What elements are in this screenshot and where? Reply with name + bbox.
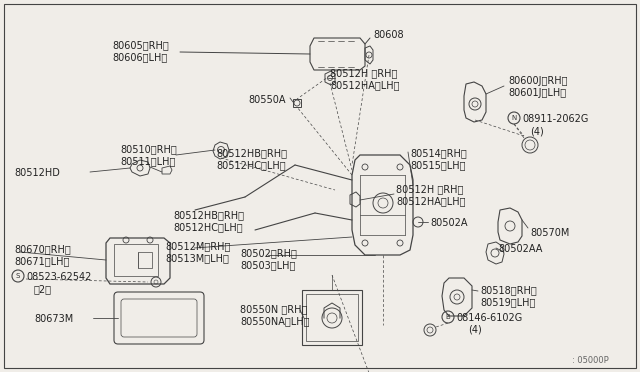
Text: 80512HC〈LH〉: 80512HC〈LH〉 (173, 222, 243, 232)
Text: 80512HA〈LH〉: 80512HA〈LH〉 (330, 80, 399, 90)
Bar (138, 252, 152, 268)
Text: 80608: 80608 (373, 30, 404, 40)
Bar (114, 244, 158, 276)
Text: 80502〈RH〉: 80502〈RH〉 (240, 248, 297, 258)
Text: N: N (511, 115, 516, 121)
Text: 80671〈LH〉: 80671〈LH〉 (14, 256, 69, 266)
Text: 80512HC〈LH〉: 80512HC〈LH〉 (216, 160, 285, 170)
Text: 80502A: 80502A (430, 218, 467, 228)
Text: 80601J〈LH〉: 80601J〈LH〉 (508, 88, 566, 98)
Bar (302, 290, 362, 345)
Text: 80606〈LH〉: 80606〈LH〉 (112, 52, 167, 62)
Text: 80673M: 80673M (34, 314, 73, 324)
Text: 80512HA〈LH〉: 80512HA〈LH〉 (396, 196, 465, 206)
Text: 〲2〳: 〲2〳 (34, 284, 52, 294)
Text: 80503〈LH〉: 80503〈LH〉 (240, 260, 296, 270)
Text: : 05000P: : 05000P (572, 356, 609, 365)
Text: B: B (445, 314, 451, 320)
Text: 80502AA: 80502AA (498, 244, 542, 254)
Text: 80518〈RH〉: 80518〈RH〉 (480, 285, 537, 295)
Text: 08146-6102G: 08146-6102G (456, 313, 522, 323)
Text: 80514〈RH〉: 80514〈RH〉 (410, 148, 467, 158)
Text: 80513M〈LH〉: 80513M〈LH〉 (165, 253, 229, 263)
Text: 80512HB〈RH〉: 80512HB〈RH〉 (216, 148, 287, 158)
Text: 80600J〈RH〉: 80600J〈RH〉 (508, 76, 568, 86)
Text: (4): (4) (530, 126, 544, 136)
Text: 80512H 〈RH〉: 80512H 〈RH〉 (330, 68, 397, 78)
Text: 80550N 〈RH〉: 80550N 〈RH〉 (240, 304, 307, 314)
Text: 80512H 〈RH〉: 80512H 〈RH〉 (396, 184, 463, 194)
Text: 80512M〈RH〉: 80512M〈RH〉 (165, 241, 230, 251)
Text: 80670〈RH〉: 80670〈RH〉 (14, 244, 71, 254)
Text: 80512HB〈RH〉: 80512HB〈RH〉 (173, 210, 244, 220)
Text: 80510〈RH〉: 80510〈RH〉 (120, 144, 177, 154)
Text: 80605〈RH〉: 80605〈RH〉 (112, 40, 169, 50)
Text: 80550A: 80550A (248, 95, 285, 105)
Bar (306, 294, 358, 341)
Text: 80515〈LH〉: 80515〈LH〉 (410, 160, 465, 170)
Text: 80519〈LH〉: 80519〈LH〉 (480, 297, 536, 307)
Text: 08911-2062G: 08911-2062G (522, 114, 588, 124)
Text: 80550NA〈LH〉: 80550NA〈LH〉 (240, 316, 310, 326)
Text: 80512HD: 80512HD (14, 168, 60, 178)
Text: 08523-62542: 08523-62542 (26, 272, 92, 282)
Text: S: S (16, 273, 20, 279)
Text: (4): (4) (468, 325, 482, 335)
Text: 80511〈LH〉: 80511〈LH〉 (120, 156, 175, 166)
Text: 80570M: 80570M (530, 228, 570, 238)
